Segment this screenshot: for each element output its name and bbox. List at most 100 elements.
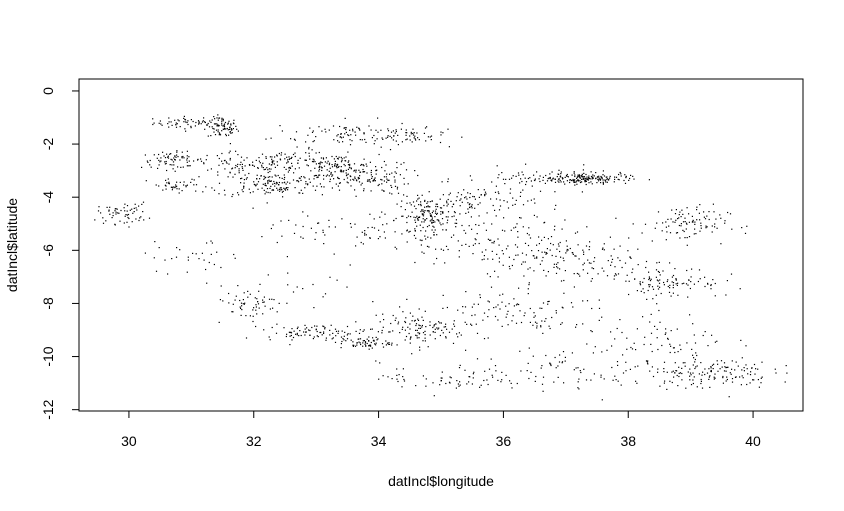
data-point xyxy=(314,325,316,327)
data-point xyxy=(307,134,309,136)
data-point xyxy=(373,339,375,341)
data-point xyxy=(421,209,423,211)
data-point xyxy=(603,243,605,245)
data-point xyxy=(569,181,571,184)
data-point xyxy=(488,368,491,370)
data-point xyxy=(601,178,603,180)
data-point xyxy=(614,176,616,178)
data-point xyxy=(692,379,694,381)
data-point xyxy=(283,178,285,180)
data-point xyxy=(569,247,571,250)
data-point xyxy=(414,170,416,172)
data-point xyxy=(184,118,186,121)
data-point xyxy=(644,223,647,225)
data-point xyxy=(405,132,407,134)
data-point xyxy=(670,330,672,332)
data-point xyxy=(403,380,406,382)
data-point xyxy=(466,198,468,200)
data-point xyxy=(426,218,428,220)
data-point xyxy=(436,257,438,260)
data-point xyxy=(665,332,667,334)
data-point xyxy=(551,180,553,182)
data-point xyxy=(528,377,530,380)
data-point xyxy=(321,130,323,132)
data-point xyxy=(645,260,648,263)
data-point xyxy=(357,178,359,180)
data-point xyxy=(658,261,660,263)
data-point xyxy=(551,316,553,319)
data-point xyxy=(469,193,471,195)
data-point xyxy=(482,319,484,321)
data-point xyxy=(223,124,225,126)
data-point xyxy=(468,225,470,227)
data-point xyxy=(476,332,479,334)
data-point xyxy=(447,248,449,251)
data-point xyxy=(145,180,147,182)
data-point xyxy=(144,154,146,156)
data-point xyxy=(143,219,145,221)
data-point xyxy=(329,167,331,169)
data-point xyxy=(457,336,459,338)
data-point xyxy=(675,232,678,234)
data-point xyxy=(582,249,584,251)
data-point xyxy=(171,186,173,188)
data-point xyxy=(529,267,531,269)
data-point xyxy=(440,134,442,136)
data-point xyxy=(397,321,400,323)
data-point xyxy=(414,319,416,321)
data-point xyxy=(716,340,718,342)
data-point xyxy=(560,323,562,325)
data-point xyxy=(150,166,152,168)
data-point xyxy=(156,157,158,159)
data-point xyxy=(363,190,365,192)
data-point xyxy=(467,192,469,194)
data-point xyxy=(413,205,416,207)
data-point xyxy=(119,220,121,222)
data-point xyxy=(545,252,547,254)
data-point xyxy=(243,159,245,161)
data-point xyxy=(202,120,204,122)
data-point xyxy=(463,189,465,191)
data-point xyxy=(210,253,212,255)
data-point xyxy=(271,160,273,162)
data-point xyxy=(432,221,434,223)
data-point xyxy=(371,176,373,178)
data-point xyxy=(369,161,371,163)
data-point xyxy=(165,179,167,181)
data-point xyxy=(186,159,188,161)
data-point xyxy=(177,156,179,158)
data-point xyxy=(114,223,116,225)
data-point xyxy=(560,181,562,183)
data-point xyxy=(527,177,529,180)
data-point xyxy=(390,184,392,187)
data-point xyxy=(574,175,576,178)
data-point xyxy=(741,227,743,229)
data-point xyxy=(414,221,417,223)
data-point xyxy=(534,380,536,382)
data-point xyxy=(340,161,343,163)
data-point xyxy=(289,335,291,337)
data-point xyxy=(350,175,352,178)
data-point xyxy=(583,164,585,166)
data-point xyxy=(483,255,485,257)
data-point xyxy=(570,179,573,182)
data-point xyxy=(731,360,733,362)
data-point xyxy=(466,323,468,325)
data-point xyxy=(366,165,368,167)
data-point xyxy=(461,244,463,246)
data-point xyxy=(545,253,547,255)
data-point xyxy=(336,165,338,167)
data-point xyxy=(290,157,292,159)
data-point xyxy=(323,325,325,328)
data-point xyxy=(167,156,169,158)
data-point xyxy=(464,369,466,371)
data-point xyxy=(377,117,379,119)
data-point xyxy=(498,174,500,176)
data-point xyxy=(310,227,312,229)
data-point xyxy=(343,163,345,166)
data-point xyxy=(417,219,420,221)
data-point xyxy=(484,370,486,372)
data-point xyxy=(458,256,460,258)
data-point xyxy=(456,380,458,382)
data-point xyxy=(394,179,396,181)
